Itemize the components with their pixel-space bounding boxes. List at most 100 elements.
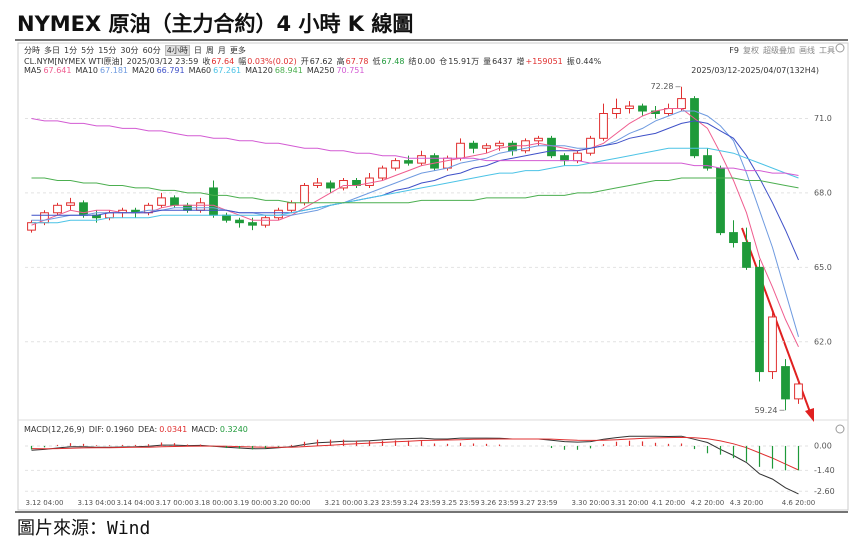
candle-body [300,184,309,204]
legend-value: 67.641 [43,66,72,75]
ma-line [31,110,799,337]
field-value: 67.64 [211,57,235,66]
candle-body [79,202,88,216]
ma-line [31,177,799,204]
candle-body [261,217,270,226]
candle-body [469,142,478,149]
candle-body [677,98,686,110]
field-label: 低 [372,57,381,66]
candle-body [768,316,777,373]
x-tick-label: 3.19 00:00 [234,499,272,507]
x-tick-label: 3.18 00:00 [195,499,233,507]
tab[interactable]: 30分 [120,46,139,55]
x-tick-label: 3.26 23:59 [481,499,519,507]
legend-name: MA20 [132,66,155,75]
y-tick-label: -1.40 [814,466,835,475]
tool[interactable]: 超级叠加 [763,46,795,55]
candle-body [170,197,179,206]
legend-value: 68.941 [274,66,303,75]
candle-body [391,160,400,169]
zoom-icon[interactable] [835,424,845,434]
tab[interactable]: 60分 [142,46,161,55]
field-value: 0.00 [417,57,436,66]
tool[interactable]: F9 [729,46,739,55]
frame [17,42,849,511]
y-tick-label: 68.0 [814,188,832,197]
tab[interactable]: 15分 [98,46,117,55]
candle-body [534,137,543,142]
field-label: 高 [336,57,345,66]
candle-body [339,180,348,189]
y-tick-label: 62.0 [814,337,832,346]
x-tick-label: 3.17 00:00 [156,499,194,507]
field-value: 67.78 [345,57,369,66]
legend-name: MA120 [245,66,273,75]
candle-body [430,155,439,169]
tab[interactable]: 分時 [24,46,40,55]
annotation: 72.28 [651,82,674,91]
x-tick-label: 3.24 23:59 [403,499,441,507]
macd-line [31,436,799,471]
candle-body [404,160,413,164]
tab[interactable]: 1分 [64,46,78,55]
x-tick-label: 3.30 20:00 [572,499,610,507]
legend-value: 67.181 [100,66,129,75]
macd-legend: MACD(12,26,9) DIF: 0.1960 DEA: 0.0341 MACD: 0.… [24,425,252,434]
candle-body [222,214,231,221]
legend-value: 0.0341 [159,425,188,434]
tool[interactable]: 复权 [743,46,759,55]
candle-body [378,167,387,179]
field-label: 增 [516,57,525,66]
candle-body [313,182,322,186]
tool[interactable]: 画线 [799,46,815,55]
field-label: 仓 [439,57,448,66]
y-tick-label: 65.0 [814,263,832,272]
annotation: 59.24 [755,406,778,415]
legend-value: 67.261 [213,66,242,75]
toolbar: 分時 多日 1分 5分 15分 30分 60分 4小時日周月更多 [24,45,250,56]
tab[interactable]: 4小時 [164,45,190,56]
y-tick-label: -2.60 [814,487,835,496]
legend-value: 70.751 [336,66,365,75]
candle-body [456,142,465,159]
candle-body [508,142,517,152]
candle-body [586,137,595,154]
candle-body [274,209,283,219]
field-value: 67.62 [309,57,333,66]
time: 2025/03/12 23:59 [126,57,199,66]
candle-body [794,383,803,400]
x-tick-label: 3.23 23:59 [364,499,402,507]
x-tick-label: 4.2 20:00 [691,499,725,507]
tools: F9 复权 超级叠加 画线 工具 [729,45,839,56]
tab[interactable]: 周 [205,46,214,55]
tab[interactable]: 多日 [44,46,60,55]
field-label: 幅 [238,57,247,66]
tab[interactable]: 日 [193,46,202,55]
legend-name: MA10 [75,66,99,75]
candle-body [417,155,426,164]
legend-value: 66.791 [156,66,185,75]
legend-name: DEA: [137,425,158,434]
quote: CL.NYM[NYMEX WTI原油] 2025/03/12 23:59 收67.6… [24,56,605,67]
x-tick-label: 3.27 23:59 [520,499,558,507]
x-tick-label: 3.21 00:00 [325,499,363,507]
zoom-icon[interactable] [835,43,845,53]
x-tick-label: 4.6 20:00 [782,499,816,507]
x-tick-label: 3.20 00:00 [273,499,311,507]
field-value: +159051 [525,57,563,66]
tool[interactable]: 工具 [819,46,835,55]
y-tick-label: 71.0 [814,114,832,123]
field-value: 6437 [492,57,513,66]
tab[interactable]: 5分 [81,46,95,55]
ma-line [31,118,799,176]
x-tick-label: 4.1 20:00 [652,499,686,507]
candle-body [612,108,621,115]
tab[interactable]: 更多 [229,46,246,55]
candle-body [742,242,751,268]
source: 圖片來源：Wind [17,518,151,539]
title: NYMEX 原油（主力合約）4 小時 K 線圖 [17,12,414,36]
tab[interactable]: 月 [217,46,226,55]
field-label: 振 [566,57,575,66]
